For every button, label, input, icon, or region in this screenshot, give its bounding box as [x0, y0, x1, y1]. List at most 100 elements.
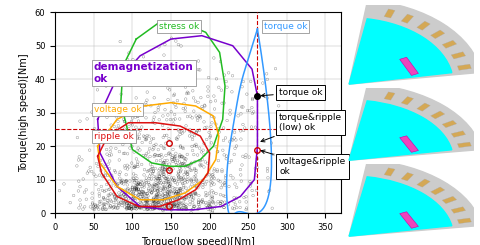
Point	[167, 199, 174, 203]
Point	[154, 200, 162, 204]
Point	[166, 190, 173, 194]
Point	[100, 196, 108, 200]
Point	[182, 71, 190, 75]
Point	[156, 195, 164, 198]
Point	[165, 151, 173, 155]
Point	[175, 175, 182, 179]
Point	[123, 207, 131, 211]
Point	[145, 181, 153, 184]
Point	[91, 203, 99, 207]
Point	[205, 76, 213, 80]
Point	[145, 206, 153, 210]
Point	[230, 196, 238, 199]
Point	[150, 96, 158, 100]
Point	[156, 103, 163, 107]
Point	[147, 191, 155, 195]
Point	[146, 183, 154, 187]
Point	[243, 92, 251, 96]
Point	[163, 202, 171, 206]
Point	[177, 145, 184, 149]
Point	[122, 190, 130, 194]
Point	[134, 146, 142, 150]
Point	[143, 200, 151, 204]
Point	[199, 180, 207, 184]
Point	[146, 147, 154, 151]
Point	[152, 204, 160, 208]
Point	[139, 195, 147, 198]
Point	[153, 159, 160, 163]
Point	[138, 181, 146, 185]
Point	[89, 201, 96, 205]
Point	[125, 203, 133, 207]
Point	[207, 100, 215, 104]
Point	[130, 172, 137, 176]
Point	[194, 180, 202, 184]
Point	[221, 73, 228, 77]
Point	[205, 202, 213, 206]
Point	[180, 161, 187, 165]
Point	[110, 205, 118, 209]
Point	[153, 81, 160, 85]
Point	[173, 190, 180, 194]
Point	[105, 193, 112, 197]
Point	[141, 204, 149, 208]
Point	[154, 178, 162, 182]
Point	[144, 197, 151, 201]
Point	[155, 148, 162, 152]
Point	[152, 198, 159, 202]
Point	[120, 201, 128, 205]
Point	[135, 132, 143, 136]
Point	[164, 98, 172, 101]
Point	[222, 80, 230, 84]
Point	[171, 180, 179, 184]
Point	[173, 203, 181, 207]
Point	[176, 191, 184, 195]
Point	[134, 181, 142, 185]
Point	[130, 205, 137, 209]
Point	[158, 166, 166, 170]
Point	[177, 187, 185, 191]
Point	[139, 154, 147, 158]
Point	[179, 200, 187, 204]
Point	[264, 176, 272, 180]
Point	[188, 116, 196, 120]
Point	[130, 207, 137, 210]
Point	[142, 116, 150, 120]
Point	[115, 124, 122, 128]
Point	[147, 177, 155, 181]
Point	[126, 202, 133, 206]
Point	[176, 166, 184, 170]
Point	[133, 149, 141, 153]
Point	[166, 192, 173, 196]
Point	[132, 204, 140, 208]
Point	[116, 170, 124, 174]
Point	[169, 191, 177, 195]
Point	[150, 154, 158, 158]
Point	[149, 197, 157, 201]
Point	[200, 201, 207, 205]
Point	[226, 160, 233, 164]
Point	[89, 202, 96, 206]
Point	[252, 96, 260, 100]
Polygon shape	[400, 57, 419, 75]
Point	[131, 179, 138, 183]
Point	[156, 177, 164, 181]
Polygon shape	[451, 207, 466, 213]
Point	[171, 156, 179, 160]
Point	[199, 178, 206, 182]
Point	[99, 196, 107, 199]
Point	[129, 185, 136, 189]
Point	[112, 184, 120, 188]
Point	[181, 178, 189, 182]
Point	[167, 198, 174, 202]
Point	[164, 176, 171, 180]
Point	[168, 207, 176, 211]
Polygon shape	[417, 103, 430, 111]
Point	[165, 180, 173, 184]
Point	[217, 201, 225, 205]
Point	[204, 161, 212, 165]
Point	[106, 187, 114, 191]
Point	[170, 178, 178, 182]
Point	[88, 196, 96, 200]
Point	[135, 187, 143, 191]
